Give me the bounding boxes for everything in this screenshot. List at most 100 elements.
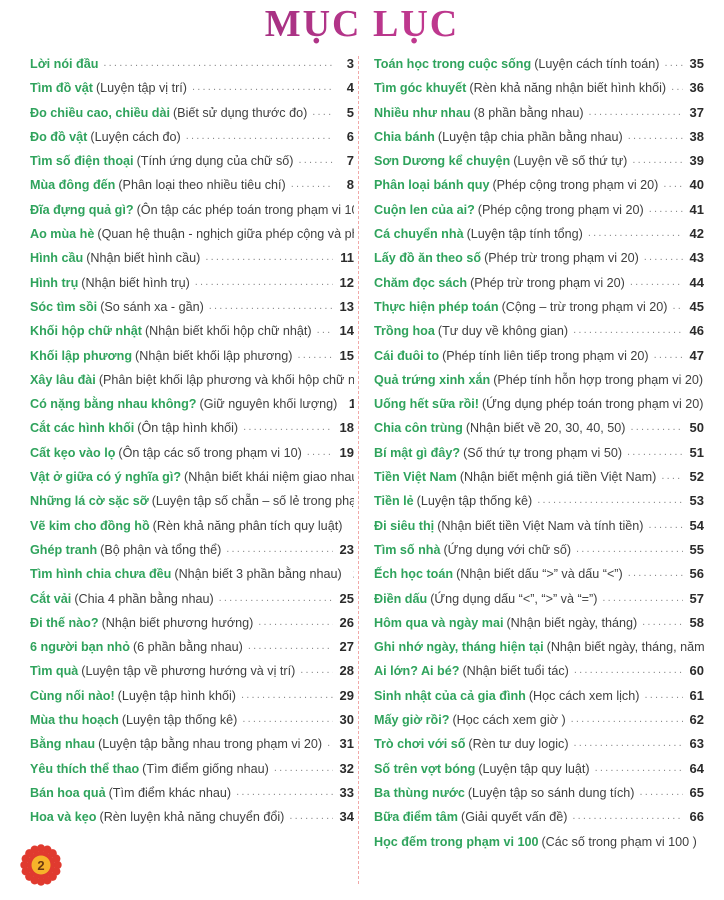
toc-entry-title: Ghi nhớ ngày, tháng hiện tại bbox=[374, 640, 544, 655]
toc-entry[interactable]: Phân loại bánh quy (Phép cộng trong phạm … bbox=[374, 173, 704, 197]
toc-entry-description: (Các số trong phạm vi 100 ) bbox=[541, 834, 697, 849]
toc-entry[interactable]: Mấy giờ rồi? (Học cách xem giờ ).........… bbox=[374, 708, 704, 732]
toc-entry[interactable]: Nhiều như nhau (8 phần bằng nhau)........… bbox=[374, 101, 704, 125]
toc-entry[interactable]: Chia côn trùng (Nhận biết về 20, 30, 40, … bbox=[374, 416, 704, 440]
toc-entry[interactable]: Tiền Việt Nam (Nhận biết mệnh giá tiền Vi… bbox=[374, 465, 704, 489]
toc-entry-title: Sơn Dương kể chuyện bbox=[374, 154, 511, 169]
toc-entry[interactable]: Sinh nhật của cả gia đình (Học cách xem l… bbox=[374, 684, 704, 708]
toc-entry[interactable]: Bữa điểm tâm (Giải quyết vấn đề).........… bbox=[374, 805, 704, 829]
toc-entry[interactable]: Cuộn len của ai? (Phép cộng trong phạm vi… bbox=[374, 198, 704, 222]
toc-entry[interactable]: Những lá cờ sặc sỡ (Luyện tập số chẵn – s… bbox=[30, 489, 354, 513]
toc-entry[interactable]: Chăm đọc sách (Phép trừ trong phạm vi 20)… bbox=[374, 271, 704, 295]
toc-entry-page-number: 26 bbox=[339, 614, 354, 630]
toc-entry[interactable]: Yêu thích thể thao (Tìm điểm giống nhau).… bbox=[30, 757, 354, 781]
toc-entry[interactable]: Tìm góc khuyết (Rèn khả năng nhận biết hì… bbox=[374, 76, 704, 100]
toc-entry[interactable]: Hoa và kẹo (Rèn luyện khả năng chuyển đổi… bbox=[30, 805, 354, 829]
toc-entry-description: (Nhận biết hình trụ) bbox=[81, 275, 190, 290]
toc-leader-dots: ........................................… bbox=[194, 275, 333, 288]
toc-entry[interactable]: Cắt các hình khối (Ôn tập hình khối).....… bbox=[30, 416, 354, 440]
toc-entry[interactable]: Đĩa đựng quả gì? (Ôn tập các phép toán tr… bbox=[30, 198, 354, 222]
toc-entry[interactable]: Hôm qua và ngày mai (Nhận biết ngày, thán… bbox=[374, 611, 704, 635]
toc-entry[interactable]: Có nặng bằng nhau không? (Giữ nguyên khối… bbox=[30, 392, 354, 416]
toc-entry[interactable]: Điền dấu (Ứng dụng dấu “<”, “>” và “=”)..… bbox=[374, 587, 704, 611]
toc-entry[interactable]: Tìm đồ vật (Luyện tập vị trí)............… bbox=[30, 76, 354, 100]
toc-entry[interactable]: Tìm hình chia chưa đều (Nhận biết 3 phần … bbox=[30, 562, 354, 586]
toc-entry[interactable]: Toán học trong cuộc sống (Luyện cách tính… bbox=[374, 52, 704, 76]
toc-entry[interactable]: Xây lâu đài (Phân biệt khối lập phương và… bbox=[30, 368, 354, 392]
toc-entry[interactable]: Đi siêu thị (Nhận biết tiền Việt Nam và t… bbox=[374, 514, 704, 538]
toc-leader-dots: ........................................… bbox=[300, 664, 333, 677]
toc-entry-title: Sinh nhật của cả gia đình bbox=[374, 688, 526, 703]
toc-entry-title: Hôm qua và ngày mai bbox=[374, 615, 504, 630]
toc-entry[interactable]: Bằng nhau (Luyện tập bằng nhau trong phạm… bbox=[30, 732, 354, 756]
toc-leader-dots: ........................................… bbox=[258, 615, 333, 628]
toc-entry-page-number: 43 bbox=[689, 250, 704, 266]
toc-entry[interactable]: Tìm số điện thoại (Tính ứng dụng của chữ … bbox=[30, 149, 354, 173]
toc-leader-dots: ........................................… bbox=[671, 81, 683, 94]
toc-entry-page-number: 28 bbox=[339, 663, 354, 679]
toc-entry[interactable]: Ba thùng nước (Luyện tập so sánh dung tíc… bbox=[374, 781, 704, 805]
toc-entry[interactable]: Sơn Dương kể chuyện (Luyện về số thứ tự).… bbox=[374, 149, 704, 173]
toc-entry[interactable]: Cái đuôi to (Phép tính liên tiếp trong ph… bbox=[374, 344, 704, 368]
toc-entry-title: Cùng nối nào! bbox=[30, 688, 115, 703]
toc-entry-title: Phân loại bánh quy bbox=[374, 178, 490, 193]
toc-entry-description: (Giải quyết vấn đề) bbox=[461, 810, 568, 825]
toc-entry-page-number: 32 bbox=[339, 760, 354, 776]
toc-entry[interactable]: Số trên vợt bóng (Luyện tập quy luật)....… bbox=[374, 757, 704, 781]
toc-entry[interactable]: Cá chuyển nhà (Luyện tập tính tổng)......… bbox=[374, 222, 704, 246]
toc-entry[interactable]: Học đếm trong phạm vi 100 (Các số trong p… bbox=[374, 830, 704, 854]
toc-leader-dots: ........................................… bbox=[185, 129, 333, 142]
toc-entry-description: (Luyện tập hình khối) bbox=[117, 688, 236, 703]
toc-entry[interactable]: Mùa thu hoạch (Luyện tập thống kê).......… bbox=[30, 708, 354, 732]
toc-entry[interactable]: Đo chiều cao, chiều dài (Biết sử dụng thư… bbox=[30, 101, 354, 125]
toc-entry[interactable]: Bán hoa quả (Tìm điểm khác nhau).........… bbox=[30, 781, 354, 805]
toc-entry[interactable]: Cùng nối nào! (Luyện tập hình khối)......… bbox=[30, 684, 354, 708]
toc-entry[interactable]: Hình trụ (Nhận biết hình trụ)............… bbox=[30, 271, 354, 295]
toc-entry[interactable]: 6 người bạn nhỏ (6 phần bằng nhau).......… bbox=[30, 635, 354, 659]
toc-entry[interactable]: Khối hộp chữ nhật (Nhận biết khối hộp chữ… bbox=[30, 319, 354, 343]
toc-entry[interactable]: Ghép tranh (Bộ phận và tổng thể).........… bbox=[30, 538, 354, 562]
toc-entry[interactable]: Tìm quà (Luyện tập về phương hướng và vị … bbox=[30, 659, 354, 683]
toc-entry[interactable]: Ếch học toán (Nhận biết dấu “>” và dấu “<… bbox=[374, 562, 704, 586]
toc-entry[interactable]: Uống hết sữa rồi! (Ứng dụng phép toán tro… bbox=[374, 392, 704, 416]
toc-entry[interactable]: Đi thế nào? (Nhận biết phương hướng).....… bbox=[30, 611, 354, 635]
toc-entry[interactable]: Ai lớn? Ai bé? (Nhận biết tuổi tác)......… bbox=[374, 659, 704, 683]
toc-leader-dots: ........................................… bbox=[243, 421, 333, 434]
toc-entry[interactable]: Cắt vải (Chia 4 phần bằng nhau)..........… bbox=[30, 587, 354, 611]
toc-entry[interactable]: Khối lập phương (Nhận biết khối lập phươn… bbox=[30, 344, 354, 368]
toc-entry[interactable]: Đo đồ vật (Luyện cách đo)................… bbox=[30, 125, 354, 149]
toc-entry-title: Bằng nhau bbox=[30, 737, 96, 752]
toc-entry[interactable]: Hình cầu (Nhận biết hình cầu)............… bbox=[30, 246, 354, 270]
toc-entry-description: (Luyện tập thống kê) bbox=[416, 494, 533, 509]
toc-entry-title: Trò chơi với số bbox=[374, 737, 466, 752]
toc-entry[interactable]: Mùa đông đến (Phân loại theo nhiều tiêu c… bbox=[30, 173, 354, 197]
toc-entry-page-number: 65 bbox=[689, 784, 704, 800]
toc-entry[interactable]: Chia bánh (Luyện tập chia phần bằng nhau)… bbox=[374, 125, 704, 149]
toc-entry[interactable]: Quả trứng xinh xắn (Phép tính hỗn hợp tro… bbox=[374, 368, 704, 392]
toc-entry-description: (Ứng dụng phép toán trong phạm vi 20) bbox=[481, 397, 704, 412]
page-number-label: 2 bbox=[37, 857, 45, 873]
toc-entry[interactable]: Sóc tìm sồi (So sánh xa - gần)...........… bbox=[30, 295, 354, 319]
toc-entry-description: (Nhận biết tiền Việt Nam và tính tiền) bbox=[437, 518, 644, 533]
toc-leader-dots: ........................................… bbox=[587, 227, 683, 240]
toc-entry[interactable]: Lời nói đầu.............................… bbox=[30, 52, 354, 76]
toc-entry[interactable]: Vật ở giữa có ý nghĩa gì? (Nhận biết khái… bbox=[30, 465, 354, 489]
toc-entry-page-number: 3 bbox=[346, 56, 354, 71]
toc-entry-title: Cuộn len của ai? bbox=[374, 202, 475, 217]
toc-entry[interactable]: Ao mùa hè (Quan hệ thuận - nghịch giữa ph… bbox=[30, 222, 354, 246]
toc-entry[interactable]: Cất kẹo vào lọ (Ôn tập các số trong phạm … bbox=[30, 441, 354, 465]
toc-leader-dots: ........................................… bbox=[298, 154, 333, 167]
toc-entry-title: Cất kẹo vào lọ bbox=[30, 445, 116, 460]
toc-entry[interactable]: Ghi nhớ ngày, tháng hiện tại (Nhận biết n… bbox=[374, 635, 704, 659]
toc-entry[interactable]: Vẽ kim cho đồng hồ (Rèn khả năng phân tíc… bbox=[30, 514, 354, 538]
toc-entry[interactable]: Tìm số nhà (Ứng dụng với chữ số).........… bbox=[374, 538, 704, 562]
toc-entry-page-number: 50 bbox=[689, 420, 704, 436]
toc-entry-title: 6 người bạn nhỏ bbox=[30, 640, 130, 655]
toc-entry[interactable]: Thực hiện phép toán (Cộng – trừ trong phạ… bbox=[374, 295, 704, 319]
toc-entry[interactable]: Lấy đồ ăn theo số (Phép trừ trong phạm vi… bbox=[374, 246, 704, 270]
toc-entry[interactable]: Trồng hoa (Tư duy về không gian).........… bbox=[374, 319, 704, 343]
toc-entry[interactable]: Bí mật gì đây? (Số thứ tự trong phạm vi 5… bbox=[374, 441, 704, 465]
toc-entry-page-number: 51 bbox=[689, 444, 704, 460]
toc-entry[interactable]: Tiền lẻ (Luyện tập thống kê).............… bbox=[374, 489, 704, 513]
toc-entry[interactable]: Trò chơi với số (Rèn tư duy logic).......… bbox=[374, 732, 704, 756]
